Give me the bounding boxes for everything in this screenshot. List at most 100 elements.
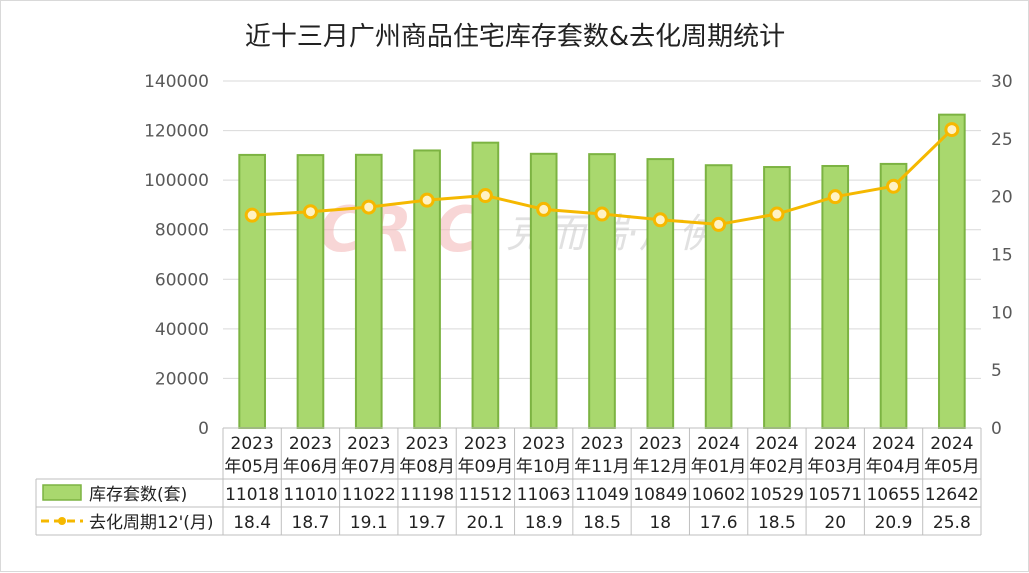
category-month: 年04月 [866, 457, 922, 477]
category-month: 年10月 [516, 457, 572, 477]
category-month: 年12月 [632, 457, 688, 477]
table-cell-inventory: 11022 [342, 485, 396, 505]
table-cell-inventory: 12642 [925, 485, 979, 505]
bar-2 [296, 154, 325, 429]
table-cell-cycle: 18.9 [525, 513, 563, 533]
legend-line-marker [58, 517, 66, 525]
line-point-6 [536, 201, 552, 217]
left-tick-label: 60000 [155, 270, 209, 290]
line-point-11 [827, 189, 843, 205]
watermark-logo: CRIC [319, 193, 481, 266]
right-tick-label: 0 [991, 419, 1002, 439]
table-cell-inventory: 10655 [866, 485, 920, 505]
left-tick-label: 140000 [144, 72, 209, 92]
category-month: 年05月 [224, 457, 280, 477]
left-axis: 0 20000 40000 60000 80000 100000 120000 140000 [144, 72, 209, 439]
bar-1 [238, 153, 266, 429]
category-year: 2024 [697, 434, 740, 454]
right-tick-label: 5 [991, 361, 1002, 381]
table-cell-inventory: 10849 [633, 485, 687, 505]
legend-bar-label: 库存套数(套) [89, 485, 187, 505]
table-cell-cycle: 19.1 [350, 513, 388, 533]
category-year: 2023 [639, 434, 682, 454]
bar-3 [354, 153, 383, 429]
category-year: 2024 [814, 434, 857, 454]
category-month: 年05月 [924, 457, 980, 477]
bar-5 [471, 141, 500, 429]
table-cell-inventory: 11512 [458, 485, 512, 505]
line-point-9 [711, 216, 727, 232]
category-month: 年02月 [749, 457, 805, 477]
bar-4 [413, 149, 441, 429]
category-month: 年06月 [283, 457, 339, 477]
category-year: 2024 [930, 434, 973, 454]
table-cell-inventory: 11010 [283, 485, 337, 505]
table-cell-cycle: 18.5 [583, 513, 621, 533]
bar-8 [646, 158, 675, 429]
right-tick-label: 30 [991, 72, 1013, 92]
table-cell-inventory: 10602 [692, 485, 746, 505]
line-point-3 [361, 199, 377, 215]
right-tick-label: 10 [991, 303, 1013, 323]
line-point-7 [594, 206, 610, 222]
category-month: 年03月 [807, 457, 863, 477]
table-cell-inventory: 11198 [400, 485, 454, 505]
category-year: 2023 [289, 434, 332, 454]
bar-series [238, 113, 966, 430]
line-point-5 [477, 188, 493, 204]
category-year: 2023 [464, 434, 507, 454]
data-table: 2023 年05月 2023 年06月 2023 年07月 2023 年08月 2023 年09月… [35, 427, 982, 536]
bar-13 [938, 113, 966, 429]
category-year: 2023 [405, 434, 448, 454]
table-cell-cycle: 20.9 [875, 513, 913, 533]
category-month: 年11月 [574, 457, 630, 477]
category-year: 2023 [347, 434, 390, 454]
category-year: 2023 [580, 434, 623, 454]
left-tick-label: 20000 [155, 369, 209, 389]
category-year: 2024 [755, 434, 798, 454]
left-tick-label: 40000 [155, 320, 209, 340]
category-year: 2023 [231, 434, 274, 454]
bar-6 [529, 152, 558, 429]
table-cell-cycle: 25.8 [933, 513, 971, 533]
table-cell-cycle: 18.7 [292, 513, 330, 533]
left-tick-label: 80000 [155, 221, 209, 241]
right-tick-label: 25 [991, 130, 1013, 150]
table-cell-cycle: 20 [824, 513, 846, 533]
category-month: 年08月 [399, 457, 455, 477]
right-tick-label: 20 [991, 188, 1013, 208]
line-point-4 [419, 192, 435, 208]
table-cell-cycle: 18 [649, 513, 671, 533]
chart-title: 近十三月广州商品住宅库存套数&去化周期统计 [245, 22, 785, 52]
table-cell-inventory: 11049 [575, 485, 629, 505]
legend-bar-swatch [42, 484, 82, 501]
line-point-2 [302, 204, 318, 220]
legend-line-label: 去化周期12'(月) [89, 513, 214, 533]
line-point-10 [769, 206, 785, 222]
bar-7 [588, 153, 616, 429]
table-cell-cycle: 17.6 [700, 513, 738, 533]
table-cell-cycle: 20.1 [466, 513, 504, 533]
left-tick-label: 0 [198, 419, 209, 439]
line-point-8 [652, 212, 668, 228]
table-cell-cycle: 18.4 [233, 513, 271, 533]
line-series [244, 122, 960, 232]
category-month: 年01月 [691, 457, 747, 477]
left-tick-label: 100000 [144, 171, 209, 191]
category-month: 年07月 [341, 457, 397, 477]
table-cell-inventory: 11018 [225, 485, 279, 505]
bar-12 [879, 162, 908, 430]
category-year: 2024 [872, 434, 915, 454]
line-point-1 [244, 207, 260, 223]
table-cell-inventory: 10571 [808, 485, 862, 505]
right-tick-label: 15 [991, 246, 1013, 266]
category-month: 年09月 [458, 457, 514, 477]
table-cell-inventory: 10529 [750, 485, 804, 505]
category-year: 2023 [522, 434, 565, 454]
table-cell-cycle: 19.7 [408, 513, 446, 533]
left-tick-label: 120000 [144, 122, 209, 142]
right-axis: 0 5 10 15 20 25 30 [991, 72, 1013, 439]
bar-11 [821, 164, 850, 430]
line-point-12 [886, 178, 902, 194]
